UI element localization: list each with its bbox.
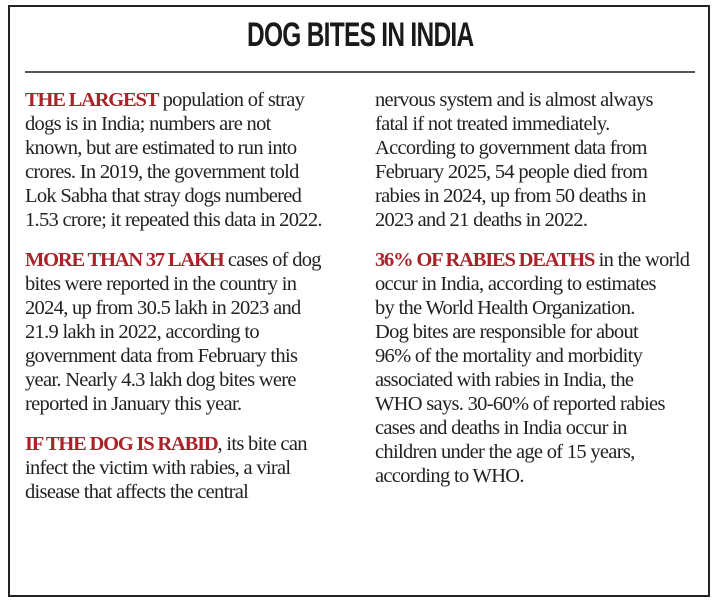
line-text: cases of dog <box>223 249 322 271</box>
text-line: associated with rabies in India, the <box>375 368 705 392</box>
text-line: bites were reported in the country in <box>25 272 355 296</box>
line-text: Dog bites are responsible for about <box>375 321 639 343</box>
paragraph-lead-in: IF THE DOG IS RABID <box>25 433 219 455</box>
line-text: according to WHO. <box>375 465 525 487</box>
paragraph-lead-in: 36% OF RABIES DEATHS <box>375 249 595 271</box>
text-line: infect the victim with rabies, a viral <box>25 456 355 480</box>
line-text: 2024, up from 30.5 lakh in 2023 and <box>25 297 301 319</box>
text-line: cases and deaths in India occur in <box>375 416 705 440</box>
line-text: known, but are estimated to run into <box>25 137 297 159</box>
text-line: government data from February this <box>25 344 355 368</box>
paragraph-lead-in: THE LARGEST <box>25 89 159 111</box>
paragraph: IF THE DOG IS RABID, its bite can infect … <box>25 432 355 504</box>
text-line: MORE THAN 37 LAKH cases of dog <box>25 248 355 272</box>
line-text: bites were reported in the country in <box>25 273 297 295</box>
article-border <box>8 5 710 597</box>
line-text: 21.9 lakh in 2022, according to <box>25 321 260 343</box>
text-line: year. Nearly 4.3 lakh dog bites were <box>25 368 355 392</box>
text-line: known, but are estimated to run into <box>25 136 355 160</box>
line-text: in the world <box>594 249 690 271</box>
text-line: According to government data from <box>375 136 705 160</box>
paragraph: nervous system and is almost always fatal… <box>375 88 705 232</box>
text-line: occur in India, according to estimates <box>375 272 705 296</box>
line-text: associated with rabies in India, the <box>375 369 634 391</box>
line-text: children under the age of 15 years, <box>375 441 635 463</box>
article-title: DOG BITES IN INDIA <box>0 16 720 55</box>
line-text: population of stray <box>158 89 305 111</box>
paragraph: MORE THAN 37 LAKH cases of dog bites were… <box>25 248 355 416</box>
line-text: by the World Health Organization. <box>375 297 635 319</box>
line-text: fatal if not treated immediately. <box>375 113 610 135</box>
right-column: nervous system and is almost always fatal… <box>375 88 705 504</box>
line-text: government data from February this <box>25 345 298 367</box>
text-line: 36% OF RABIES DEATHS in the world <box>375 248 705 272</box>
line-text: year. Nearly 4.3 lakh dog bites were <box>25 369 297 391</box>
text-line: WHO says. 30-60% of reported rabies <box>375 392 705 416</box>
line-text: reported in January this year. <box>25 393 242 415</box>
line-text: 2023 and 21 deaths in 2022. <box>375 209 588 231</box>
text-line: nervous system and is almost always <box>375 88 705 112</box>
paragraph: THE LARGEST population of stray dogs is i… <box>25 88 355 232</box>
text-line: dogs is in India; numbers are not <box>25 112 355 136</box>
line-text: rabies in 2024, up from 50 deaths in <box>375 185 647 207</box>
text-line: IF THE DOG IS RABID, its bite can <box>25 432 355 456</box>
text-line: Lok Sabha that stray dogs numbered <box>25 184 355 208</box>
text-line: according to WHO. <box>375 464 705 488</box>
line-text: occur in India, according to estimates <box>375 273 656 295</box>
text-line: 96% of the mortality and morbidity <box>375 344 705 368</box>
text-line: reported in January this year. <box>25 392 355 416</box>
paragraph: 36% OF RABIES DEATHS in the world occur i… <box>375 248 705 488</box>
line-text: WHO says. 30-60% of reported rabies <box>375 393 665 415</box>
text-line: by the World Health Organization. <box>375 296 705 320</box>
line-text: Lok Sabha that stray dogs numbered <box>25 185 302 207</box>
line-text: disease that affects the central <box>25 481 249 503</box>
line-text: cases and deaths in India occur in <box>375 417 627 439</box>
text-line: Dog bites are responsible for about <box>375 320 705 344</box>
text-line: THE LARGEST population of stray <box>25 88 355 112</box>
text-line: 2023 and 21 deaths in 2022. <box>375 208 705 232</box>
text-line: crores. In 2019, the government told <box>25 160 355 184</box>
text-line: February 2025, 54 people died from <box>375 160 705 184</box>
left-column: THE LARGEST population of stray dogs is i… <box>25 88 355 520</box>
line-text: nervous system and is almost always <box>375 89 654 111</box>
text-line: disease that affects the central <box>25 480 355 504</box>
paragraph-lead-in: MORE THAN 37 LAKH <box>25 249 225 271</box>
line-text: 1.53 crore; it repeated this data in 202… <box>25 209 322 231</box>
line-text: dogs is in India; numbers are not <box>25 113 271 135</box>
text-line: children under the age of 15 years, <box>375 440 705 464</box>
article-title-text: DOG BITES IN INDIA <box>246 16 474 54</box>
line-text: crores. In 2019, the government told <box>25 161 299 183</box>
text-line: 2024, up from 30.5 lakh in 2023 and <box>25 296 355 320</box>
line-text: According to government data from <box>375 137 647 159</box>
text-line: rabies in 2024, up from 50 deaths in <box>375 184 705 208</box>
line-text: February 2025, 54 people died from <box>375 161 648 183</box>
text-line: fatal if not treated immediately. <box>375 112 705 136</box>
text-line: 21.9 lakh in 2022, according to <box>25 320 355 344</box>
title-divider <box>25 71 695 73</box>
line-text: infect the victim with rabies, a viral <box>25 457 291 479</box>
line-text: , its bite can <box>217 433 308 455</box>
line-text: 96% of the mortality and morbidity <box>375 345 643 367</box>
text-line: 1.53 crore; it repeated this data in 202… <box>25 208 355 232</box>
